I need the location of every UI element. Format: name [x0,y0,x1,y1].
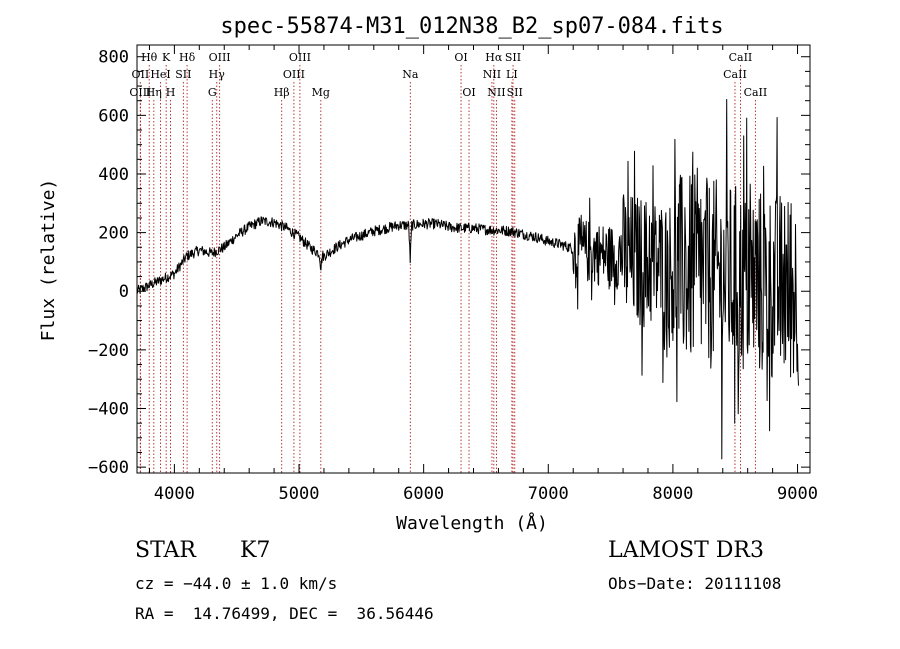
spectral-line-label: SII [505,51,521,64]
x-axis-label: Wavelength (Å) [396,512,548,534]
observation-date: Obs−Date: 20111108 [608,574,782,593]
x-tick-label: 9000 [777,484,818,504]
spectral-line-labels: Hθ OII OIII K HeI Hη H Hδ SII OIII Hγ G Hβ OIII OIII Mg… [129,51,767,99]
x-tick-label: 8000 [652,484,693,504]
x-tick-label: 5000 [279,484,320,504]
x-axis-ticks: 4000 5000 6000 7000 8000 9000 [148,45,818,504]
spectral-line-label: HeI [150,68,170,81]
y-tick-label: 400 [98,165,129,185]
y-axis-label: Flux (relative) [38,179,59,342]
spectral-line-label: Na [402,68,419,81]
y-tick-label: 600 [98,106,129,126]
y-tick-label: −200 [88,341,129,361]
spectral-line-label: Hβ [274,86,290,99]
spectral-line-label: H [166,86,176,99]
spectral-line-label: OIII [209,51,231,64]
x-tick-label: 4000 [154,484,195,504]
spectral-line-label: Mg [312,86,330,99]
spectral-line-label: CaII [744,86,768,99]
y-tick-label: 800 [98,48,129,68]
spectral-line-label: OI [454,51,467,64]
spectral-line-label: G [208,86,217,99]
spectral-line-label: Hη [146,86,162,99]
spectral-line-label: Hδ [179,51,196,64]
y-tick-label: 0 [119,282,129,302]
spectral-line-label: K [162,51,171,64]
spectral-line-label: NII [483,68,501,81]
spectral-line-label: OI [462,86,475,99]
spectral-line-label: OIII [283,68,305,81]
y-tick-label: 200 [98,224,129,244]
x-tick-label: 6000 [403,484,444,504]
spectral-line-label: CaII [723,68,747,81]
spectral-line-label: OIII [289,51,311,64]
spectral-line-label: OII [132,68,150,81]
spectral-line-markers [139,65,756,473]
spectral-line-label: Hθ [141,51,158,64]
survey-name: LAMOST DR3 [608,538,764,563]
spectral-line-label: CaII [729,51,753,64]
y-tick-label: −400 [88,400,129,420]
x-tick-label: 7000 [528,484,569,504]
spectral-line-label: NII [487,86,505,99]
chart-title: spec-55874-M31_012N38_B2_sp07-084.fits [220,14,723,39]
spectral-line-label: LI [506,68,518,81]
spectral-line-label: OIII [129,86,151,99]
coordinates: RA = 14.76499, DEC = 36.56446 [135,604,434,623]
spectral-line-label: SII [507,86,523,99]
spectrum-line [136,99,799,460]
spectral-line-label: SII [175,68,191,81]
y-tick-label: −600 [88,458,129,478]
spectral-line-label: Hα [485,51,503,64]
spectral-line-label: Hγ [209,68,226,81]
object-class: STAR [135,538,196,563]
y-axis-ticks: −600 −400 −200 0 200 400 600 800 [88,48,810,478]
redshift-velocity: cz = −44.0 ± 1.0 km/s [135,574,338,593]
object-subclass: K7 [240,538,271,563]
